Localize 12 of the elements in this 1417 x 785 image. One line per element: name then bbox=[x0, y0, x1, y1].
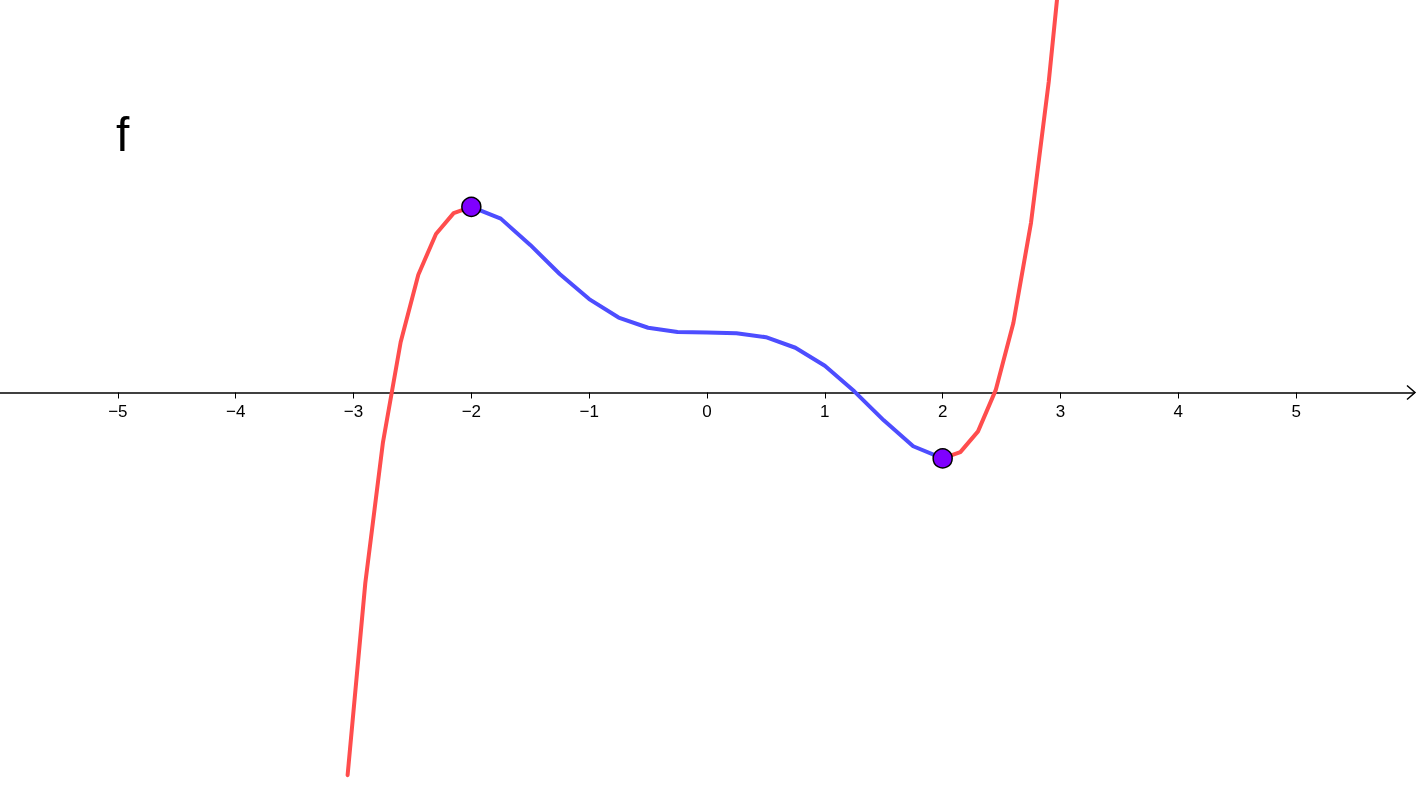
x-tick-label: 4 bbox=[1173, 401, 1184, 421]
x-tick-label: 5 bbox=[1291, 401, 1301, 421]
x-tick-label: 3 bbox=[1055, 401, 1066, 421]
x-tick-label: 0 bbox=[702, 401, 712, 421]
x-tick-label: 1 bbox=[820, 401, 830, 421]
x-tick-label: −4 bbox=[225, 401, 246, 421]
x-tick-label: −1 bbox=[579, 401, 599, 421]
annotation: f bbox=[116, 107, 130, 161]
x-tick-label: 2 bbox=[937, 401, 948, 421]
x-tick-label: −3 bbox=[343, 401, 364, 421]
x-tick-label: −5 bbox=[108, 401, 128, 421]
x-tick-label: −2 bbox=[461, 401, 482, 421]
